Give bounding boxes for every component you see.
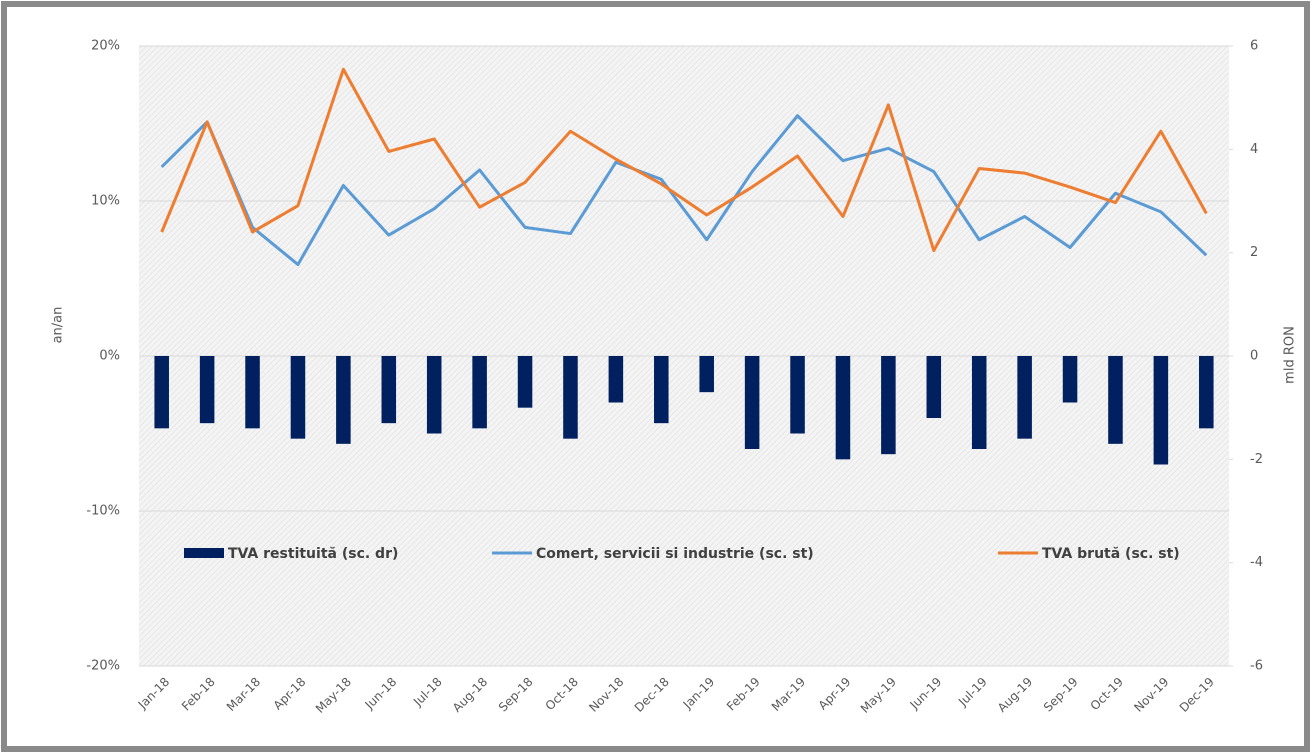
bar <box>790 356 805 434</box>
bar <box>245 356 260 429</box>
y2-tick-label: -6 <box>1250 659 1263 674</box>
y2-axis-label: mld RON <box>1283 326 1298 384</box>
bar <box>1108 356 1123 444</box>
y2-tick-label: -4 <box>1250 555 1263 570</box>
y-tick-label: 10% <box>91 194 120 209</box>
bar <box>1017 356 1032 439</box>
y2-tick-label: 0 <box>1250 349 1258 364</box>
bar <box>1062 356 1078 403</box>
bar <box>336 356 351 444</box>
bar <box>835 356 851 460</box>
bar <box>926 356 942 418</box>
bar <box>971 356 987 449</box>
bar <box>654 356 669 424</box>
bar <box>881 356 896 455</box>
bar <box>154 356 169 429</box>
y-tick-label: 20% <box>91 39 120 54</box>
bar <box>517 356 533 408</box>
bar <box>426 356 442 434</box>
bar <box>381 356 397 424</box>
bar <box>1199 356 1214 429</box>
bar <box>290 356 306 439</box>
bar <box>608 356 624 403</box>
bar <box>199 356 215 424</box>
bar <box>744 356 760 449</box>
legend: TVA restituită (sc. dr) Comert, servicii … <box>184 546 1180 562</box>
legend-label: Comert, servicii si industrie (sc. st) <box>536 546 814 562</box>
y-axis-label: an/an <box>51 307 66 344</box>
line <box>160 114 1208 267</box>
bar <box>472 356 487 429</box>
legend-label: TVA restituită (sc. dr) <box>228 546 398 562</box>
bar <box>1153 356 1169 465</box>
y-tick-label: -10% <box>86 504 120 519</box>
y-tick-label: 0% <box>99 349 120 364</box>
legend-swatch <box>184 548 224 558</box>
y2-tick-label: 6 <box>1250 39 1258 54</box>
bar <box>563 356 578 439</box>
line <box>160 67 1208 253</box>
bar <box>699 356 714 393</box>
y2-tick-label: -2 <box>1250 452 1263 467</box>
y2-tick-label: 2 <box>1250 245 1258 260</box>
y2-tick-label: 4 <box>1250 142 1258 157</box>
y-tick-label: -20% <box>86 659 120 674</box>
legend-label: TVA brută (sc. st) <box>1042 546 1180 562</box>
